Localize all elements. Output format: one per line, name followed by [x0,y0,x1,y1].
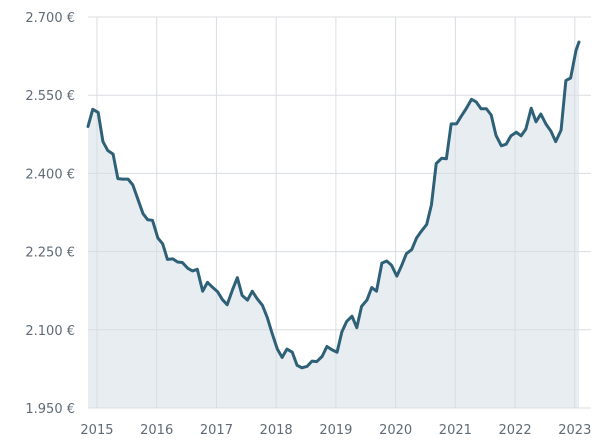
x-tick-label: 2017 [200,423,233,438]
x-tick-label: 2018 [260,423,293,438]
x-tick-label: 2019 [319,423,352,438]
y-tick-label: 2.700 € [25,11,75,26]
series-area [88,42,579,409]
y-tick-label: 2.250 € [25,246,75,261]
y-tick-label: 2.550 € [25,89,75,104]
x-tick-label: 2023 [558,423,591,438]
y-tick-label: 1.950 € [25,402,75,417]
y-tick-label: 2.400 € [25,167,75,182]
x-tick-label: 2020 [379,423,412,438]
x-tick-label: 2015 [80,423,113,438]
series-line [86,40,581,370]
x-tick-label: 2016 [140,423,173,438]
y-tick-label: 2.100 € [25,324,75,339]
x-tick-label: 2021 [439,423,472,438]
x-tick-label: 2022 [499,423,532,438]
